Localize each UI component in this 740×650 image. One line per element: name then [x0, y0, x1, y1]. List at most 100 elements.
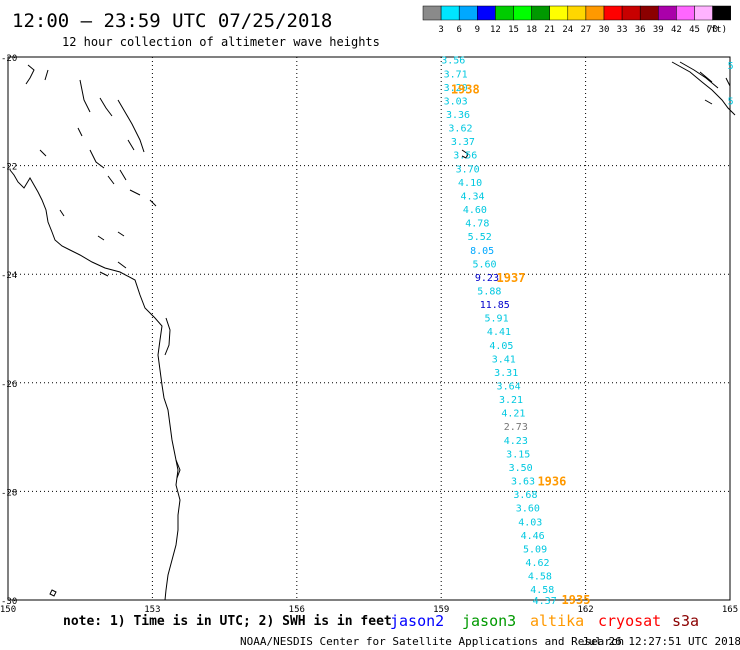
- wave-height-reading: 3.21: [499, 395, 523, 406]
- legend-label: 3: [438, 25, 443, 35]
- wave-height-reading: 4.78: [465, 219, 489, 230]
- legend-swatch: [440, 5, 460, 21]
- wave-height-reading: 4.62: [525, 558, 549, 569]
- reef-fragments: [39, 149, 157, 217]
- great-barrier-reef: [44, 69, 145, 277]
- lord-howe-feature: [461, 149, 469, 159]
- legend-label: 30: [599, 25, 610, 35]
- wave-height-reading: 3.60: [516, 504, 540, 515]
- legend-swatch: [694, 5, 713, 21]
- edge-readings: 55: [728, 61, 734, 107]
- legend-swatch: [603, 5, 623, 21]
- legend-unit: (ft): [705, 25, 727, 35]
- legend-label: 24: [562, 25, 573, 35]
- legend-swatch: [567, 5, 587, 21]
- mission-label-cryosat: cryosat: [598, 612, 661, 630]
- legend-label: 36: [635, 25, 646, 35]
- fraser-island-coast: [164, 317, 171, 356]
- lat-label: -24: [1, 271, 17, 281]
- legend-label: 21: [544, 25, 555, 35]
- wave-height-reading: 3.70: [456, 164, 480, 175]
- legend-label: 12: [490, 25, 501, 35]
- mission-label-altika: altika: [530, 612, 584, 630]
- lat-label: -30: [1, 597, 17, 607]
- legend-label: 45: [689, 25, 700, 35]
- legend-label: 70: [707, 25, 718, 35]
- wave-height-reading: 3.56: [453, 151, 477, 162]
- map-title: 12:00 — 23:59 UTC 07/25/2018: [12, 10, 332, 32]
- lon-label: 150: [0, 605, 16, 615]
- time-marks: 1938 1937 1936 1935: [451, 82, 591, 606]
- wave-height-reading: 3.64: [497, 382, 521, 393]
- norfolk-feature: [49, 589, 57, 597]
- wave-height-reading: 5.52: [468, 232, 492, 243]
- time-mark-label: 1938: [451, 82, 480, 96]
- legend-swatch: [458, 5, 478, 21]
- wave-height-reading: 4.05: [489, 341, 513, 352]
- wave-height-reading: 4.21: [501, 409, 525, 420]
- altimeter-track: 3.56 3.71 3.20 3.03 3.36 3.62 3.37 3.56 3.70 4.10…: [441, 56, 557, 607]
- legend-swatch: [676, 5, 695, 21]
- lat-lon-grid: 150 153 156 159 162 165 -20 -22 -24 -26 -28 -30: [0, 54, 738, 615]
- lat-label: -20: [1, 54, 17, 64]
- legend-swatch: [422, 5, 442, 21]
- wave-height-reading: 4.60: [463, 205, 487, 216]
- wave-height-reading: 4.37: [533, 596, 557, 607]
- lat-label: -28: [1, 488, 17, 498]
- time-mark-label: 1936: [537, 475, 566, 489]
- legend-label: 27: [580, 25, 591, 35]
- legend-label: 9: [475, 25, 480, 35]
- wave-height-reading: 3.71: [444, 69, 468, 80]
- mission-label-jason3: jason3: [462, 612, 516, 630]
- wave-height-legend: 3 6 9 12 15 18 21 24 27 30 33 36 39 42 45 70(ft): [422, 5, 731, 35]
- wave-height-reading: 5.91: [485, 314, 509, 325]
- wave-height-reading: 4.34: [460, 191, 484, 202]
- moreton-coast: [175, 459, 181, 479]
- time-mark-label: 1935: [562, 593, 591, 607]
- map-subtitle: 12 hour collection of altimeter wave hei…: [62, 35, 380, 49]
- wave-height-reading: 3.56: [441, 56, 465, 67]
- lon-label: 162: [577, 605, 593, 615]
- mission-legend: jason2 jason3 altika cryosat s3a: [390, 612, 699, 630]
- legend-swatch: [549, 5, 569, 21]
- wave-height-reading: 3.36: [446, 110, 470, 121]
- wave-height-reading: 2.73: [504, 422, 528, 433]
- wave-height-reading: 5.60: [472, 259, 496, 270]
- wave-height-reading: 4.23: [504, 436, 528, 447]
- legend-label: 39: [653, 25, 664, 35]
- wave-height-reading: 3.03: [444, 96, 468, 107]
- legend-swatch: [495, 5, 514, 21]
- legend-swatch: [531, 5, 550, 21]
- legend-swatch: [658, 5, 677, 21]
- legend-swatch: [513, 5, 532, 21]
- time-mark-label: 1937: [497, 271, 526, 285]
- wave-height-reading: 8.05: [470, 246, 494, 257]
- lon-label: 159: [433, 605, 449, 615]
- lat-label: -22: [1, 163, 17, 173]
- legend-label: 42: [671, 25, 682, 35]
- wave-height-reading: 5.09: [523, 544, 547, 555]
- lon-label: 156: [289, 605, 305, 615]
- edge-reading: 5: [728, 61, 734, 72]
- legend-label: 18: [526, 25, 537, 35]
- wave-height-reading: 3.20: [444, 83, 468, 94]
- lon-label: 153: [144, 605, 160, 615]
- wave-height-reading: 3.31: [494, 368, 518, 379]
- australia-coastline: [9, 169, 181, 601]
- wave-height-reading: 4.41: [487, 327, 511, 338]
- timestamp: Jul 26 12:27:51 UTC 2018: [582, 635, 740, 648]
- wave-height-reading: 4.46: [521, 531, 545, 542]
- edge-reading: 5: [728, 96, 734, 107]
- wave-height-reading: 3.68: [513, 490, 537, 501]
- mission-label-jason2: jason2: [390, 612, 444, 630]
- wave-height-reading: 3.50: [509, 463, 533, 474]
- cape-york-tip: [25, 64, 35, 85]
- legend-swatch: [712, 5, 731, 21]
- legend-swatch: [585, 5, 605, 21]
- coastline: [9, 61, 736, 601]
- wave-height-reading: 3.41: [492, 354, 516, 365]
- legend-swatch: [477, 5, 496, 21]
- wave-height-reading: 11.85: [480, 300, 510, 311]
- wave-height-reading: 3.15: [506, 449, 530, 460]
